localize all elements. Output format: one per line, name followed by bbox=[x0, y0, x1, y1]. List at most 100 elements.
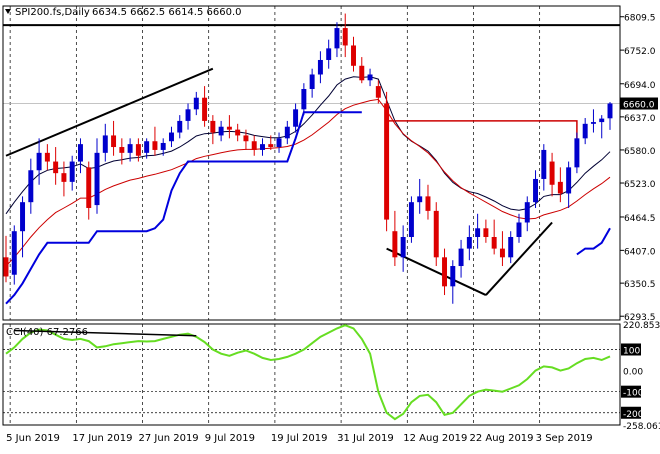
candle bbox=[284, 120, 290, 145]
candle bbox=[144, 138, 150, 159]
candle bbox=[334, 22, 340, 58]
candle bbox=[218, 120, 224, 142]
candle bbox=[400, 225, 406, 272]
price-tick-label: 6523.0 bbox=[624, 180, 656, 190]
time-tick-label: 19 Jul 2019 bbox=[271, 433, 328, 444]
symbol-triangle-icon bbox=[5, 9, 11, 14]
candle bbox=[152, 126, 158, 156]
cci-tick-box bbox=[621, 406, 641, 419]
cci-tick-label: 100 bbox=[623, 346, 640, 356]
last-price-box bbox=[620, 97, 658, 110]
candle bbox=[11, 225, 17, 285]
candle bbox=[384, 91, 390, 232]
time-tick-label: 3 Sep 2019 bbox=[536, 433, 593, 444]
cci-tick-label: 220.8537 bbox=[623, 321, 660, 331]
candle bbox=[135, 138, 141, 162]
time-tick-label: 27 Jun 2019 bbox=[139, 433, 199, 444]
candle bbox=[433, 202, 439, 267]
candle bbox=[53, 147, 59, 185]
indicator-lines bbox=[5, 76, 611, 305]
candle bbox=[524, 196, 530, 232]
indicator-series-1 bbox=[5, 98, 611, 267]
indicator-series-2 bbox=[5, 111, 362, 305]
candle bbox=[94, 138, 100, 214]
cci-tick-box bbox=[621, 343, 641, 356]
candle bbox=[193, 91, 199, 116]
candle bbox=[442, 248, 448, 296]
candle bbox=[466, 225, 472, 261]
candle bbox=[392, 210, 398, 267]
time-tick-label: 12 Aug 2019 bbox=[403, 433, 467, 444]
candle bbox=[276, 132, 282, 153]
trend-line bbox=[5, 67, 214, 157]
candle bbox=[326, 39, 332, 69]
candle bbox=[44, 144, 50, 171]
time-tick-label: 17 Jun 2019 bbox=[72, 433, 132, 444]
grid bbox=[3, 6, 620, 425]
price-panel-frame bbox=[2, 5, 621, 321]
candle bbox=[251, 135, 257, 156]
candle bbox=[417, 178, 423, 214]
candle bbox=[3, 235, 9, 283]
candle bbox=[260, 138, 265, 156]
candle bbox=[590, 109, 596, 133]
cci-line bbox=[5, 324, 611, 421]
price-tick-label: 6464.5 bbox=[624, 214, 656, 224]
price-tick-label: 6809.5 bbox=[624, 14, 656, 24]
time-tick-label: 31 Jul 2019 bbox=[337, 433, 394, 444]
candle bbox=[533, 170, 539, 208]
candle bbox=[557, 167, 563, 203]
candle bbox=[499, 231, 505, 267]
candle bbox=[475, 213, 481, 249]
cci-tick-label: 0.00 bbox=[623, 368, 643, 378]
candle bbox=[574, 132, 580, 174]
time-axis: 5 Jun 2019 17 Jun 2019 27 Jun 2019 9 Jul 20… bbox=[6, 433, 593, 444]
candle bbox=[268, 135, 274, 150]
candle bbox=[210, 115, 216, 145]
candle bbox=[168, 126, 174, 148]
candle bbox=[69, 155, 75, 191]
price-axis: 6809.5 6752.0 6694.0 6637.0 6580.0 6523.0 6464… bbox=[620, 14, 658, 323]
candle bbox=[185, 103, 191, 130]
candle bbox=[202, 86, 208, 127]
candle bbox=[508, 231, 514, 264]
candles bbox=[3, 13, 613, 304]
candle bbox=[541, 144, 547, 191]
ohlc-values: 6634.5 6662.5 6614.5 6660.0 bbox=[92, 7, 242, 18]
candle bbox=[20, 196, 26, 258]
candle bbox=[342, 13, 348, 58]
candle bbox=[450, 260, 456, 304]
price-tick-label: 6637.0 bbox=[624, 114, 656, 124]
candle bbox=[607, 102, 613, 130]
candle bbox=[177, 115, 183, 139]
price-tick-label: 6350.5 bbox=[624, 280, 656, 290]
symbol-label: SPI200.fs,Daily bbox=[15, 7, 90, 18]
candle bbox=[367, 68, 373, 87]
candle bbox=[582, 118, 588, 145]
candle bbox=[375, 80, 381, 104]
candle bbox=[351, 36, 356, 72]
indicator-series-0 bbox=[5, 76, 611, 215]
cci-tick-label: -258.0618 bbox=[623, 422, 660, 432]
candle bbox=[235, 123, 241, 142]
cci-panel-frame bbox=[2, 323, 621, 426]
candle bbox=[243, 129, 249, 150]
candle bbox=[458, 239, 464, 278]
price-tick-label: 6293.5 bbox=[624, 313, 656, 323]
candle bbox=[111, 120, 117, 156]
panel-frames bbox=[2, 5, 621, 426]
resistance-line bbox=[385, 100, 578, 142]
cci-tick-label: -200 bbox=[623, 410, 644, 420]
cci-trend-line bbox=[14, 329, 197, 337]
candle bbox=[293, 103, 299, 133]
candle bbox=[77, 138, 83, 174]
price-tick-label: 6694.0 bbox=[624, 81, 656, 91]
chart-header: SPI200.fs,Daily 6634.5 6662.5 6614.5 666… bbox=[5, 7, 242, 338]
candle bbox=[86, 161, 92, 220]
time-tick-label: 5 Jun 2019 bbox=[6, 433, 60, 444]
candle bbox=[61, 161, 67, 197]
candle bbox=[28, 158, 34, 214]
candle bbox=[599, 115, 605, 139]
